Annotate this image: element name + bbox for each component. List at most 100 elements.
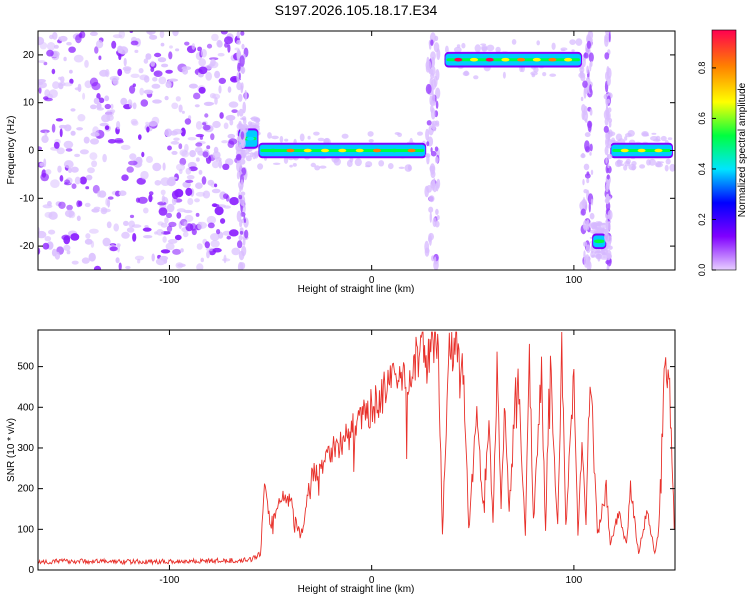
noise-speck [176, 163, 185, 171]
noise-speck [154, 52, 162, 58]
noise-speck [200, 257, 204, 263]
noise-speck [44, 89, 51, 98]
noise-speck [157, 57, 167, 63]
noise-speck [97, 190, 101, 198]
y-tick-label: 20 [23, 50, 35, 61]
noise-speck [220, 218, 226, 224]
noise-speck [165, 80, 172, 89]
noise-speck [196, 243, 203, 250]
tone-halo-speck [417, 131, 423, 136]
noise-speck [212, 151, 221, 160]
noise-speck [185, 167, 192, 175]
noise-speck [126, 166, 134, 173]
noise-speck [168, 176, 178, 180]
noise-speck [148, 194, 153, 203]
noise-speck [130, 40, 139, 46]
noise-speck [82, 92, 86, 100]
streak-speck [430, 147, 433, 153]
streak-speck [603, 125, 609, 133]
noise-speck [160, 189, 166, 196]
tone-halo-speck [665, 158, 671, 165]
streak-speck [429, 165, 435, 172]
tone-halo-speck [284, 138, 289, 142]
tone-halo-speck [299, 133, 305, 142]
streak-speck [428, 206, 434, 213]
tone-halo-speck [651, 132, 657, 135]
streak-speck [239, 185, 242, 193]
noise-speck [38, 146, 43, 151]
noise-speck [101, 208, 111, 213]
streak-speck [243, 217, 249, 228]
streak-speck [431, 93, 436, 105]
tone-halo-speck [317, 137, 325, 142]
colorbar-gradient [711, 29, 737, 271]
noise-speck [143, 58, 149, 64]
noise-speck [183, 221, 188, 227]
noise-speck [129, 214, 135, 219]
noise-speck [57, 165, 62, 173]
noise-speck [143, 89, 154, 95]
noise-speck [38, 247, 41, 255]
noise-speck [61, 234, 71, 241]
streak-speck [607, 209, 613, 221]
tone-peak [407, 148, 416, 153]
tone-halo-speck [289, 164, 293, 168]
noise-speck [131, 224, 142, 228]
tone-halo-speck [486, 44, 495, 52]
streak-speck [582, 178, 585, 186]
noise-speck [38, 86, 42, 94]
noise-speck [172, 31, 179, 37]
streak-speck [604, 145, 609, 156]
streak-speck [239, 262, 246, 270]
tone-halo-speck [313, 131, 320, 136]
noise-speck [79, 176, 87, 185]
tone-halo-speck [310, 162, 316, 168]
noise-speck [231, 109, 238, 113]
noise-speck [79, 149, 89, 155]
noise-speck [185, 179, 194, 183]
streak-speck [585, 244, 591, 253]
streak-speck [605, 218, 609, 231]
noise-speck [64, 179, 70, 184]
streak-speck [584, 173, 591, 179]
noise-speck [137, 258, 141, 264]
noise-speck [143, 207, 149, 214]
noise-speck [206, 43, 213, 49]
streak-speck [238, 72, 241, 80]
noise-speck [118, 53, 122, 60]
tone-peak [338, 148, 347, 153]
noise-speck [187, 198, 194, 205]
noise-speck [39, 162, 45, 167]
noise-speck [182, 231, 189, 238]
noise-speck [70, 130, 76, 136]
noise-speck [212, 93, 221, 100]
noise-speck [228, 101, 239, 108]
noise-speck [198, 66, 208, 75]
streak-speck [589, 151, 592, 156]
tone-peak [303, 148, 312, 153]
noise-speck [106, 221, 112, 229]
tone-halo-speck [462, 71, 470, 77]
noise-speck [90, 138, 99, 145]
noise-speck [70, 233, 80, 241]
noise-speck [157, 201, 167, 206]
streak-speck [580, 74, 586, 82]
noise-speck [59, 128, 63, 138]
noise-speck [142, 227, 152, 232]
noise-speck [160, 42, 165, 47]
y-tick-label: 400 [17, 402, 34, 413]
tone-halo-speck [456, 44, 461, 48]
noise-speck [216, 39, 223, 48]
noise-speck [90, 104, 97, 110]
streak-speck [580, 96, 584, 102]
noise-speck [128, 160, 138, 166]
broadband-streak [424, 32, 441, 270]
noise-speck [206, 145, 211, 150]
tone-halo-speck [639, 164, 646, 169]
noise-speck [43, 96, 49, 100]
y-tick-label: 100 [17, 524, 34, 535]
noise-speck [173, 137, 180, 141]
streak-speck [588, 201, 591, 213]
noise-speck [176, 212, 182, 219]
noise-speck [195, 182, 203, 189]
